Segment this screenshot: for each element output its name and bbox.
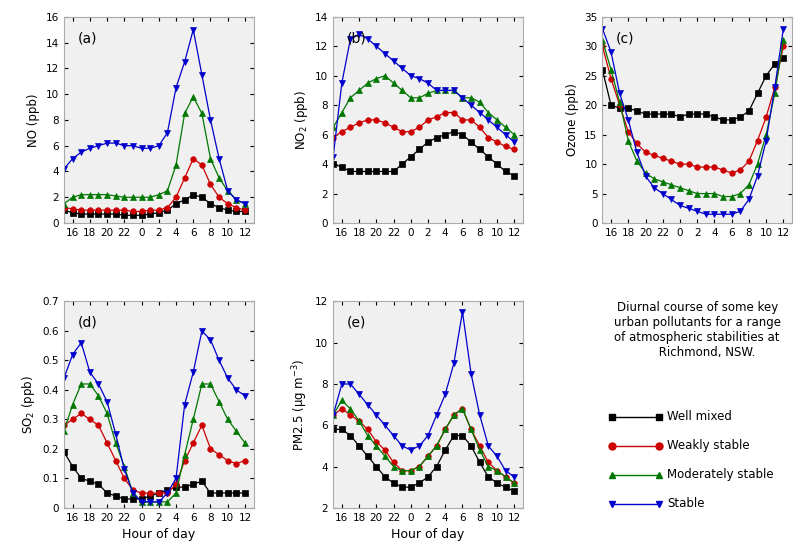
X-axis label: Hour of day: Hour of day — [391, 528, 465, 541]
Text: (b): (b) — [346, 31, 366, 45]
Text: (c): (c) — [616, 31, 634, 45]
Y-axis label: Ozone (ppb): Ozone (ppb) — [566, 84, 578, 156]
X-axis label: Hour of day: Hour of day — [122, 528, 195, 541]
Text: Diurnal course of some key
urban pollutants for a range
of atmospheric stabiliti: Diurnal course of some key urban polluta… — [614, 301, 781, 359]
Y-axis label: PM2.5 (μg m$^{-3}$): PM2.5 (μg m$^{-3}$) — [290, 358, 310, 451]
Text: Moderately stable: Moderately stable — [667, 468, 774, 481]
Text: (d): (d) — [78, 316, 97, 330]
Text: (e): (e) — [346, 316, 366, 330]
Text: Weakly stable: Weakly stable — [667, 439, 750, 453]
Text: Stable: Stable — [667, 497, 704, 510]
Y-axis label: SO$_2$ (ppb): SO$_2$ (ppb) — [20, 376, 37, 434]
Text: (a): (a) — [78, 31, 97, 45]
Y-axis label: NO$_2$ (ppb): NO$_2$ (ppb) — [293, 90, 310, 150]
Y-axis label: NO (ppb): NO (ppb) — [27, 93, 40, 147]
Text: Well mixed: Well mixed — [667, 411, 732, 424]
